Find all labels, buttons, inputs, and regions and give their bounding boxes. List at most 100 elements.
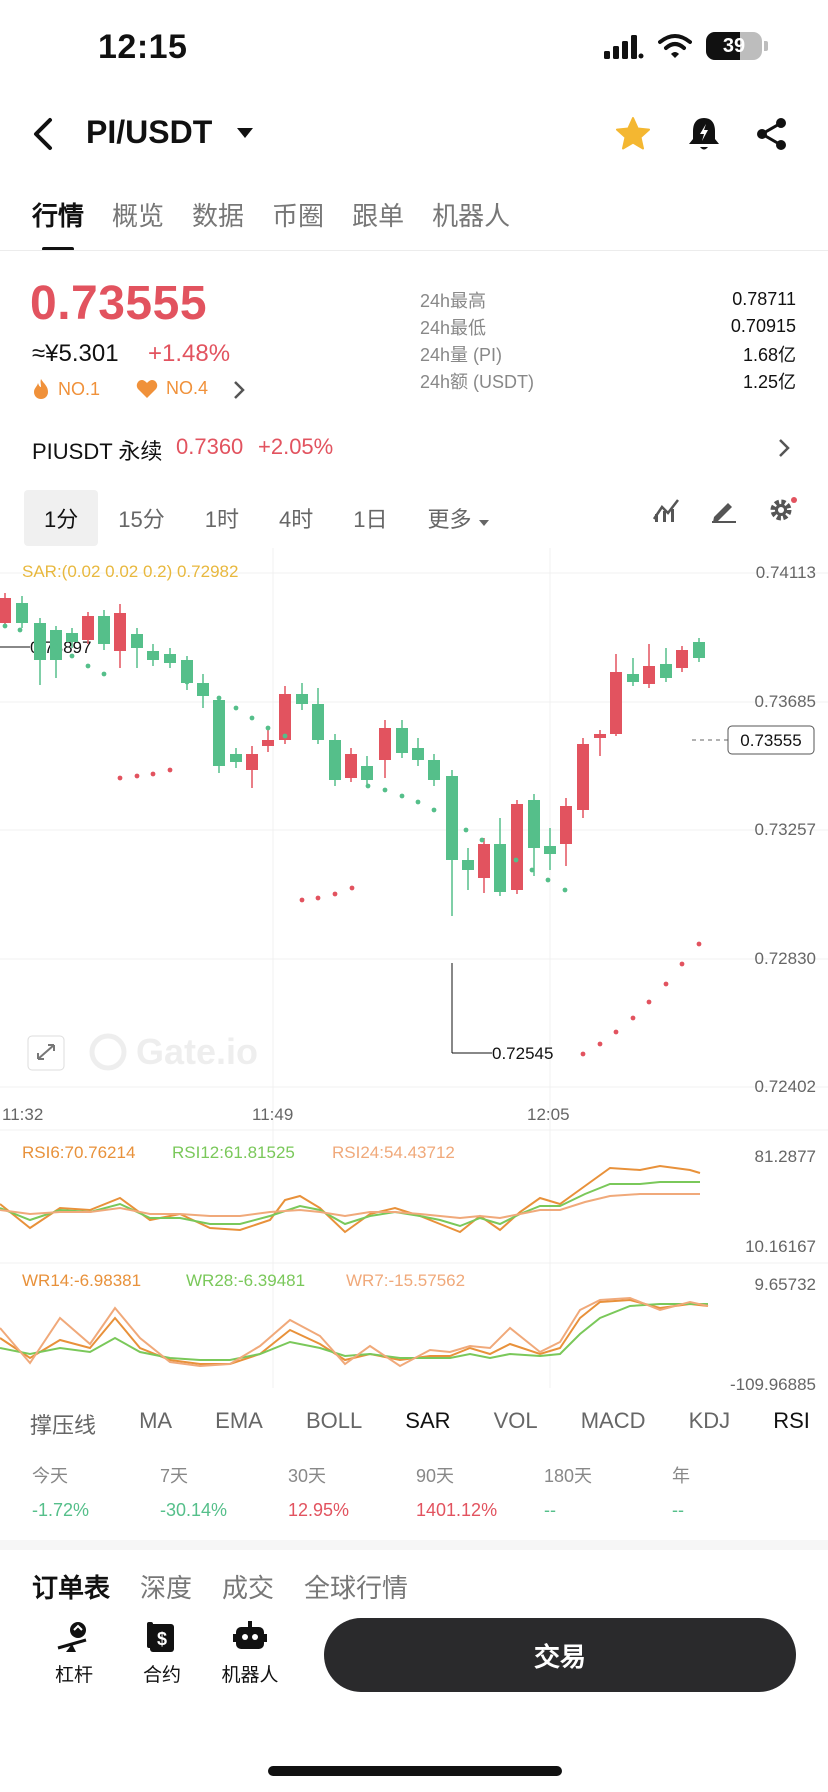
indicator-kdj[interactable]: KDJ <box>688 1408 731 1433</box>
bot-button[interactable]: 机器人 <box>210 1620 290 1687</box>
perf-label: 7天 <box>160 1466 189 1486</box>
indicator-macd[interactable]: MACD <box>580 1408 646 1433</box>
indicator-boll[interactable]: BOLL <box>305 1408 363 1433</box>
candle-body <box>643 666 655 684</box>
contract-button[interactable]: $ 合约 <box>122 1620 202 1687</box>
candle-body <box>379 728 391 760</box>
tab-data[interactable]: 数据 <box>192 201 245 231</box>
tab-global-market[interactable]: 全球行情 <box>304 1573 409 1603</box>
rank-hot[interactable]: NO.1 <box>32 378 100 400</box>
sar-dot <box>679 961 685 967</box>
sar-dot <box>562 887 568 893</box>
draw-pen-icon[interactable] <box>710 497 738 523</box>
tab-trades[interactable]: 成交 <box>222 1573 275 1603</box>
sar-dot <box>463 827 469 833</box>
candles <box>0 593 705 916</box>
chevron-right-icon[interactable] <box>232 380 246 400</box>
interval-more[interactable]: 更多 <box>407 490 509 546</box>
sar-dot <box>167 767 173 773</box>
home-indicator <box>268 1766 562 1776</box>
sar-dot <box>315 895 321 901</box>
sar-dot <box>630 1015 636 1021</box>
chevron-down-icon[interactable] <box>236 126 254 140</box>
interval-1h[interactable]: 1时 <box>204 507 239 532</box>
last-price: 0.73555 <box>30 277 208 330</box>
sar-dot <box>85 663 91 669</box>
candle-body <box>329 740 341 780</box>
chevron-right-icon[interactable] <box>778 438 790 458</box>
contract-icon: $ <box>147 1622 174 1652</box>
tab-orderbook[interactable]: 订单表 <box>32 1573 111 1603</box>
candle-body <box>693 642 705 658</box>
tab-overview[interactable]: 概览 <box>112 201 165 231</box>
price-axis-label: 0.72402 <box>755 1077 816 1096</box>
indicator-support[interactable]: 撑压线 <box>30 1413 97 1438</box>
stat-label: 24h额 (USDT) <box>420 371 535 392</box>
tab-depth[interactable]: 深度 <box>140 1573 193 1603</box>
sar-dot <box>529 867 535 873</box>
perpetual-price: 0.7360 <box>176 434 244 459</box>
change-percent: +1.48% <box>148 340 231 367</box>
perf-value: -1.72% <box>32 1500 90 1520</box>
tab-bot[interactable]: 机器人 <box>432 201 511 231</box>
interval-1d[interactable]: 1日 <box>353 507 388 532</box>
rank-gain[interactable]: NO.4 <box>136 378 208 399</box>
stat-value: 1.25亿 <box>742 371 796 392</box>
candle-body <box>66 633 78 642</box>
leverage-icon <box>57 1622 87 1652</box>
indicator-sar[interactable]: SAR <box>405 1408 451 1433</box>
share-icon[interactable] <box>755 116 789 152</box>
sar-dot <box>35 635 41 641</box>
candle-body <box>34 623 46 660</box>
candle-body <box>296 694 308 704</box>
candle-body <box>560 806 572 844</box>
leverage-label: 杠杆 <box>54 1665 93 1686</box>
candle-body <box>396 728 408 753</box>
stat-label: 24h最高 <box>420 290 487 311</box>
candle-body <box>164 654 176 663</box>
back-icon[interactable] <box>26 116 62 152</box>
watermark: Gate.io <box>89 1031 258 1072</box>
interval-bar: 1分 15分 1时 4时 1日 更多 <box>24 490 510 546</box>
tab-community[interactable]: 币圈 <box>272 201 325 231</box>
perpetual-label[interactable]: PIUSDT 永续 <box>32 439 163 464</box>
indicator-icon[interactable] <box>652 497 680 523</box>
bot-label: 机器人 <box>221 1665 279 1686</box>
alert-bell-icon[interactable] <box>686 115 722 153</box>
candle-body <box>246 754 258 770</box>
sar-dot <box>216 695 222 701</box>
perf-value: -- <box>544 1500 556 1520</box>
kline-chart[interactable]: SAR:(0.02 0.02 0.2) 0.72982 0.74113 0.73… <box>0 548 828 1398</box>
indicator-ema[interactable]: EMA <box>215 1408 263 1433</box>
candle-body <box>361 766 373 780</box>
indicator-ma[interactable]: MA <box>139 1408 173 1433</box>
current-price-tag: 0.73555 <box>740 731 801 750</box>
sar-dot <box>479 837 485 843</box>
tab-market[interactable]: 行情 <box>32 196 84 251</box>
perf-1y: 年 -- <box>672 1462 800 1521</box>
star-icon[interactable] <box>614 115 652 153</box>
settings-gear-icon[interactable] <box>768 496 798 524</box>
candle-body <box>610 672 622 734</box>
interval-1m[interactable]: 1分 <box>24 490 99 546</box>
sar-dot <box>382 787 388 793</box>
tab-copy-trade[interactable]: 跟单 <box>352 201 405 231</box>
interval-4h[interactable]: 4时 <box>278 507 314 532</box>
candle-body <box>345 754 357 778</box>
pair-title[interactable]: PI/USDT <box>86 114 213 150</box>
price-axis-label: 0.73257 <box>755 820 816 839</box>
trade-button[interactable]: 交易 <box>324 1618 796 1692</box>
leverage-button[interactable]: 杠杆 <box>34 1620 114 1687</box>
sar-dot <box>2 623 8 629</box>
indicator-vol[interactable]: VOL <box>493 1408 538 1433</box>
stat-turnover: 24h额 (USDT) 1.25亿 <box>420 367 796 394</box>
interval-15m[interactable]: 15分 <box>118 507 165 532</box>
indicator-rsi[interactable]: RSI <box>773 1408 810 1433</box>
expand-icon[interactable] <box>27 1035 65 1071</box>
time-axis-label: 11:49 <box>252 1105 293 1124</box>
stats-panel: 24h最高 0.78711 24h最低 0.70915 24h量 (PI) 1.… <box>420 286 796 394</box>
bottom-tabs: 订单表 深度 成交 全球行情 <box>32 1568 408 1605</box>
stat-label: 24h最低 <box>420 317 487 338</box>
rsi24-line <box>0 1193 700 1220</box>
candle-body <box>462 860 474 870</box>
